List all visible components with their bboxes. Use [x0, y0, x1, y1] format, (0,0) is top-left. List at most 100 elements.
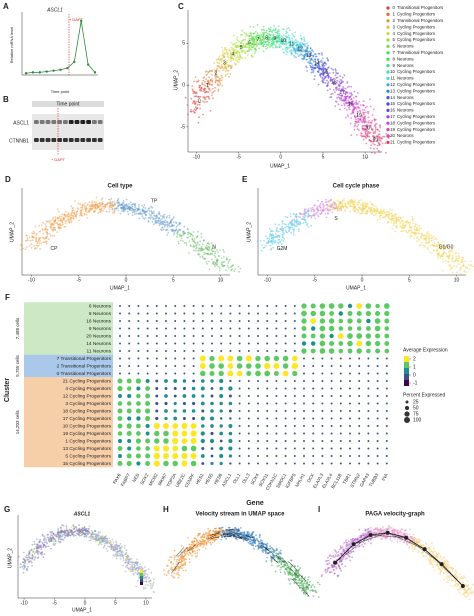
- cell: [376, 139, 379, 142]
- dot: [366, 348, 371, 354]
- cell: [366, 202, 368, 205]
- cell: [61, 535, 63, 538]
- cell: [353, 102, 355, 105]
- cell: [56, 231, 59, 234]
- cell: [293, 223, 296, 226]
- cell: [199, 107, 202, 110]
- cell: [23, 551, 25, 554]
- cell: [74, 215, 77, 218]
- cell: [160, 215, 162, 217]
- dot: [284, 387, 287, 390]
- cell: [179, 235, 181, 237]
- dot: [155, 365, 158, 367]
- panel-letter: E: [242, 175, 248, 184]
- cell: [137, 208, 140, 210]
- band: [45, 138, 51, 142]
- legend-id: 17: [390, 114, 395, 119]
- dot: [192, 365, 195, 367]
- dot: [365, 310, 372, 317]
- cell: [60, 526, 62, 529]
- row-label: 21 Cycling Progenitors: [63, 378, 112, 384]
- dot: [330, 387, 333, 390]
- cell: [411, 231, 414, 234]
- dot: [247, 455, 250, 457]
- cell: [50, 234, 52, 237]
- cell: [110, 541, 113, 543]
- cell: [217, 88, 220, 91]
- cell: [214, 252, 217, 255]
- dot: [310, 333, 316, 339]
- dot: [367, 372, 370, 375]
- dot: [310, 348, 316, 354]
- cell: [99, 537, 101, 539]
- cell: [287, 223, 290, 226]
- cell: [358, 100, 361, 103]
- cell: [214, 265, 216, 268]
- y-title: UMAP_2: [7, 548, 13, 568]
- legend-name: Cycling Progenitors: [397, 140, 436, 145]
- cell: [108, 210, 111, 213]
- cell: [159, 221, 162, 224]
- cell: [256, 240, 259, 243]
- cell: [374, 123, 377, 125]
- dot: [236, 355, 243, 362]
- dot: [183, 312, 186, 315]
- row-label: 10 Cycling Progenitors: [63, 423, 112, 429]
- cell: [291, 226, 294, 229]
- cell: [154, 219, 157, 222]
- cell: [158, 211, 161, 213]
- cell: [19, 566, 22, 569]
- dot: [137, 372, 140, 375]
- cell: [134, 204, 137, 207]
- cell: [388, 210, 390, 213]
- cell: [294, 52, 297, 55]
- legend-id: 6: [393, 44, 396, 49]
- cell: [385, 133, 388, 135]
- cell: [371, 213, 373, 216]
- dot: [128, 357, 131, 360]
- cell: [437, 257, 440, 260]
- cell: [127, 213, 130, 216]
- group-label: TP: [151, 199, 158, 205]
- dot: [211, 320, 213, 322]
- y-title: Cluster: [4, 378, 11, 402]
- cell: [408, 229, 410, 232]
- cell: [202, 79, 205, 82]
- dot: [282, 363, 289, 369]
- cell: [274, 29, 277, 32]
- cell: [317, 214, 319, 217]
- cell: [240, 42, 243, 44]
- dot: [347, 311, 353, 316]
- cell: [278, 34, 280, 37]
- group-label: G1/G0: [439, 244, 454, 250]
- cell: [265, 29, 268, 32]
- dot: [303, 440, 305, 442]
- cell: [259, 239, 262, 242]
- cell: [101, 201, 103, 204]
- cell: [174, 230, 177, 232]
- cell: [205, 82, 208, 85]
- dot: [385, 447, 388, 450]
- cell: [211, 262, 214, 265]
- cell: [356, 209, 359, 212]
- dot: [183, 365, 186, 367]
- cell: [222, 255, 225, 258]
- cell: [427, 232, 430, 235]
- dot: [330, 365, 333, 367]
- point: [52, 69, 55, 72]
- legend-id: 12: [390, 82, 395, 87]
- cell: [219, 79, 221, 82]
- cell: [254, 48, 256, 50]
- cell: [281, 243, 283, 245]
- dot: [136, 446, 141, 451]
- dot: [293, 402, 296, 405]
- dot: [119, 342, 121, 345]
- cell: [262, 28, 264, 31]
- cell: [314, 204, 316, 207]
- cell: [289, 226, 291, 229]
- cell: [50, 537, 52, 540]
- cell: [319, 202, 322, 205]
- dot: [136, 423, 141, 429]
- band: [39, 120, 45, 124]
- cell: [453, 264, 456, 267]
